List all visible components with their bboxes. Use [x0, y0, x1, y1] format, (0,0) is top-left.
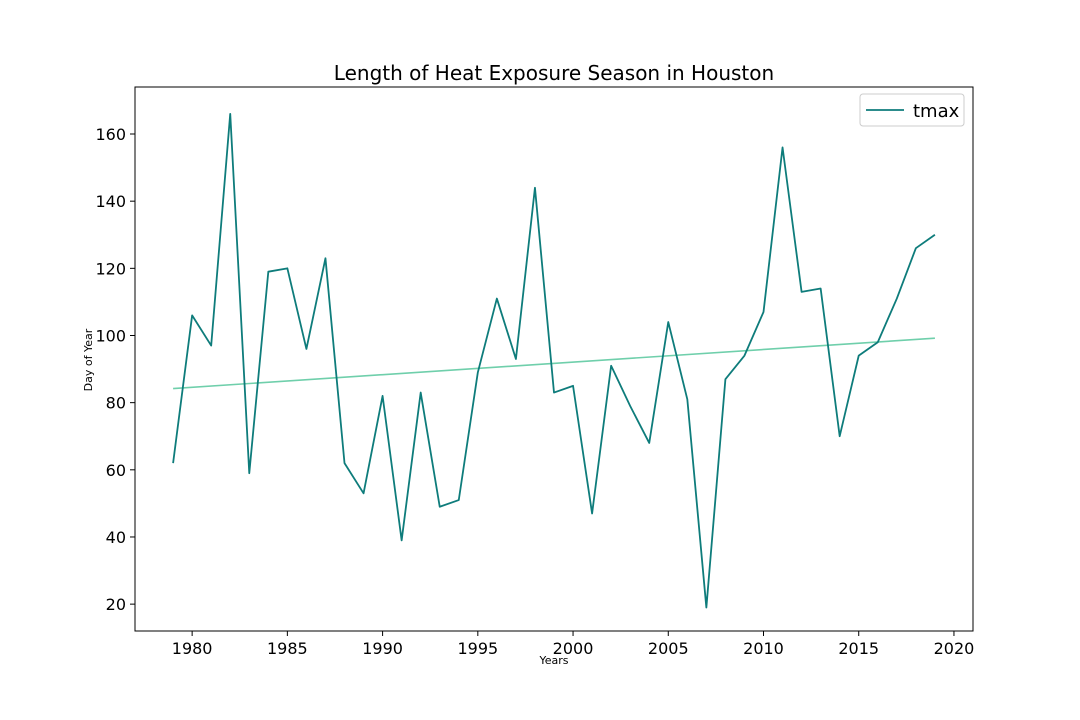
- x-tick-label: 2020: [934, 639, 975, 658]
- x-axis-label: Years: [538, 654, 568, 667]
- x-tick-label: 2000: [553, 639, 594, 658]
- y-tick-label: 60: [106, 461, 126, 480]
- trend-line: [173, 337, 935, 390]
- chart-title: Length of Heat Exposure Season in Housto…: [334, 61, 774, 85]
- x-tick-label: 2005: [648, 639, 689, 658]
- x-tick-label: 1995: [457, 639, 498, 658]
- x-tick-label: 2015: [838, 639, 879, 658]
- y-tick-label: 100: [95, 326, 126, 345]
- x-tick-label: 1985: [267, 639, 308, 658]
- legend-label-tmax: tmax: [913, 101, 960, 122]
- y-tick-label: 20: [106, 595, 126, 614]
- x-tick-label: 2010: [743, 639, 784, 658]
- y-tick-label: 40: [106, 528, 126, 547]
- y-axis: 20 40 60 80 100 120 140 160: [95, 125, 135, 614]
- plot-area: [134, 86, 974, 632]
- x-tick-label: 1990: [362, 639, 403, 658]
- series-line-tmax: [172, 112, 936, 609]
- y-tick-label: 160: [95, 125, 126, 144]
- x-tick-label: 1980: [172, 639, 213, 658]
- y-tick-label: 80: [106, 394, 126, 413]
- legend-box: [859, 93, 965, 127]
- y-tick-label: 140: [95, 192, 126, 211]
- plot-frame: [134, 86, 974, 632]
- legend: tmax: [859, 93, 965, 127]
- y-tick-label: 120: [95, 259, 126, 278]
- y-axis-label: Day of Year: [82, 328, 95, 391]
- x-axis: 1980 1985 1990 1995 2000 2005 2010 2015 2020: [172, 631, 975, 658]
